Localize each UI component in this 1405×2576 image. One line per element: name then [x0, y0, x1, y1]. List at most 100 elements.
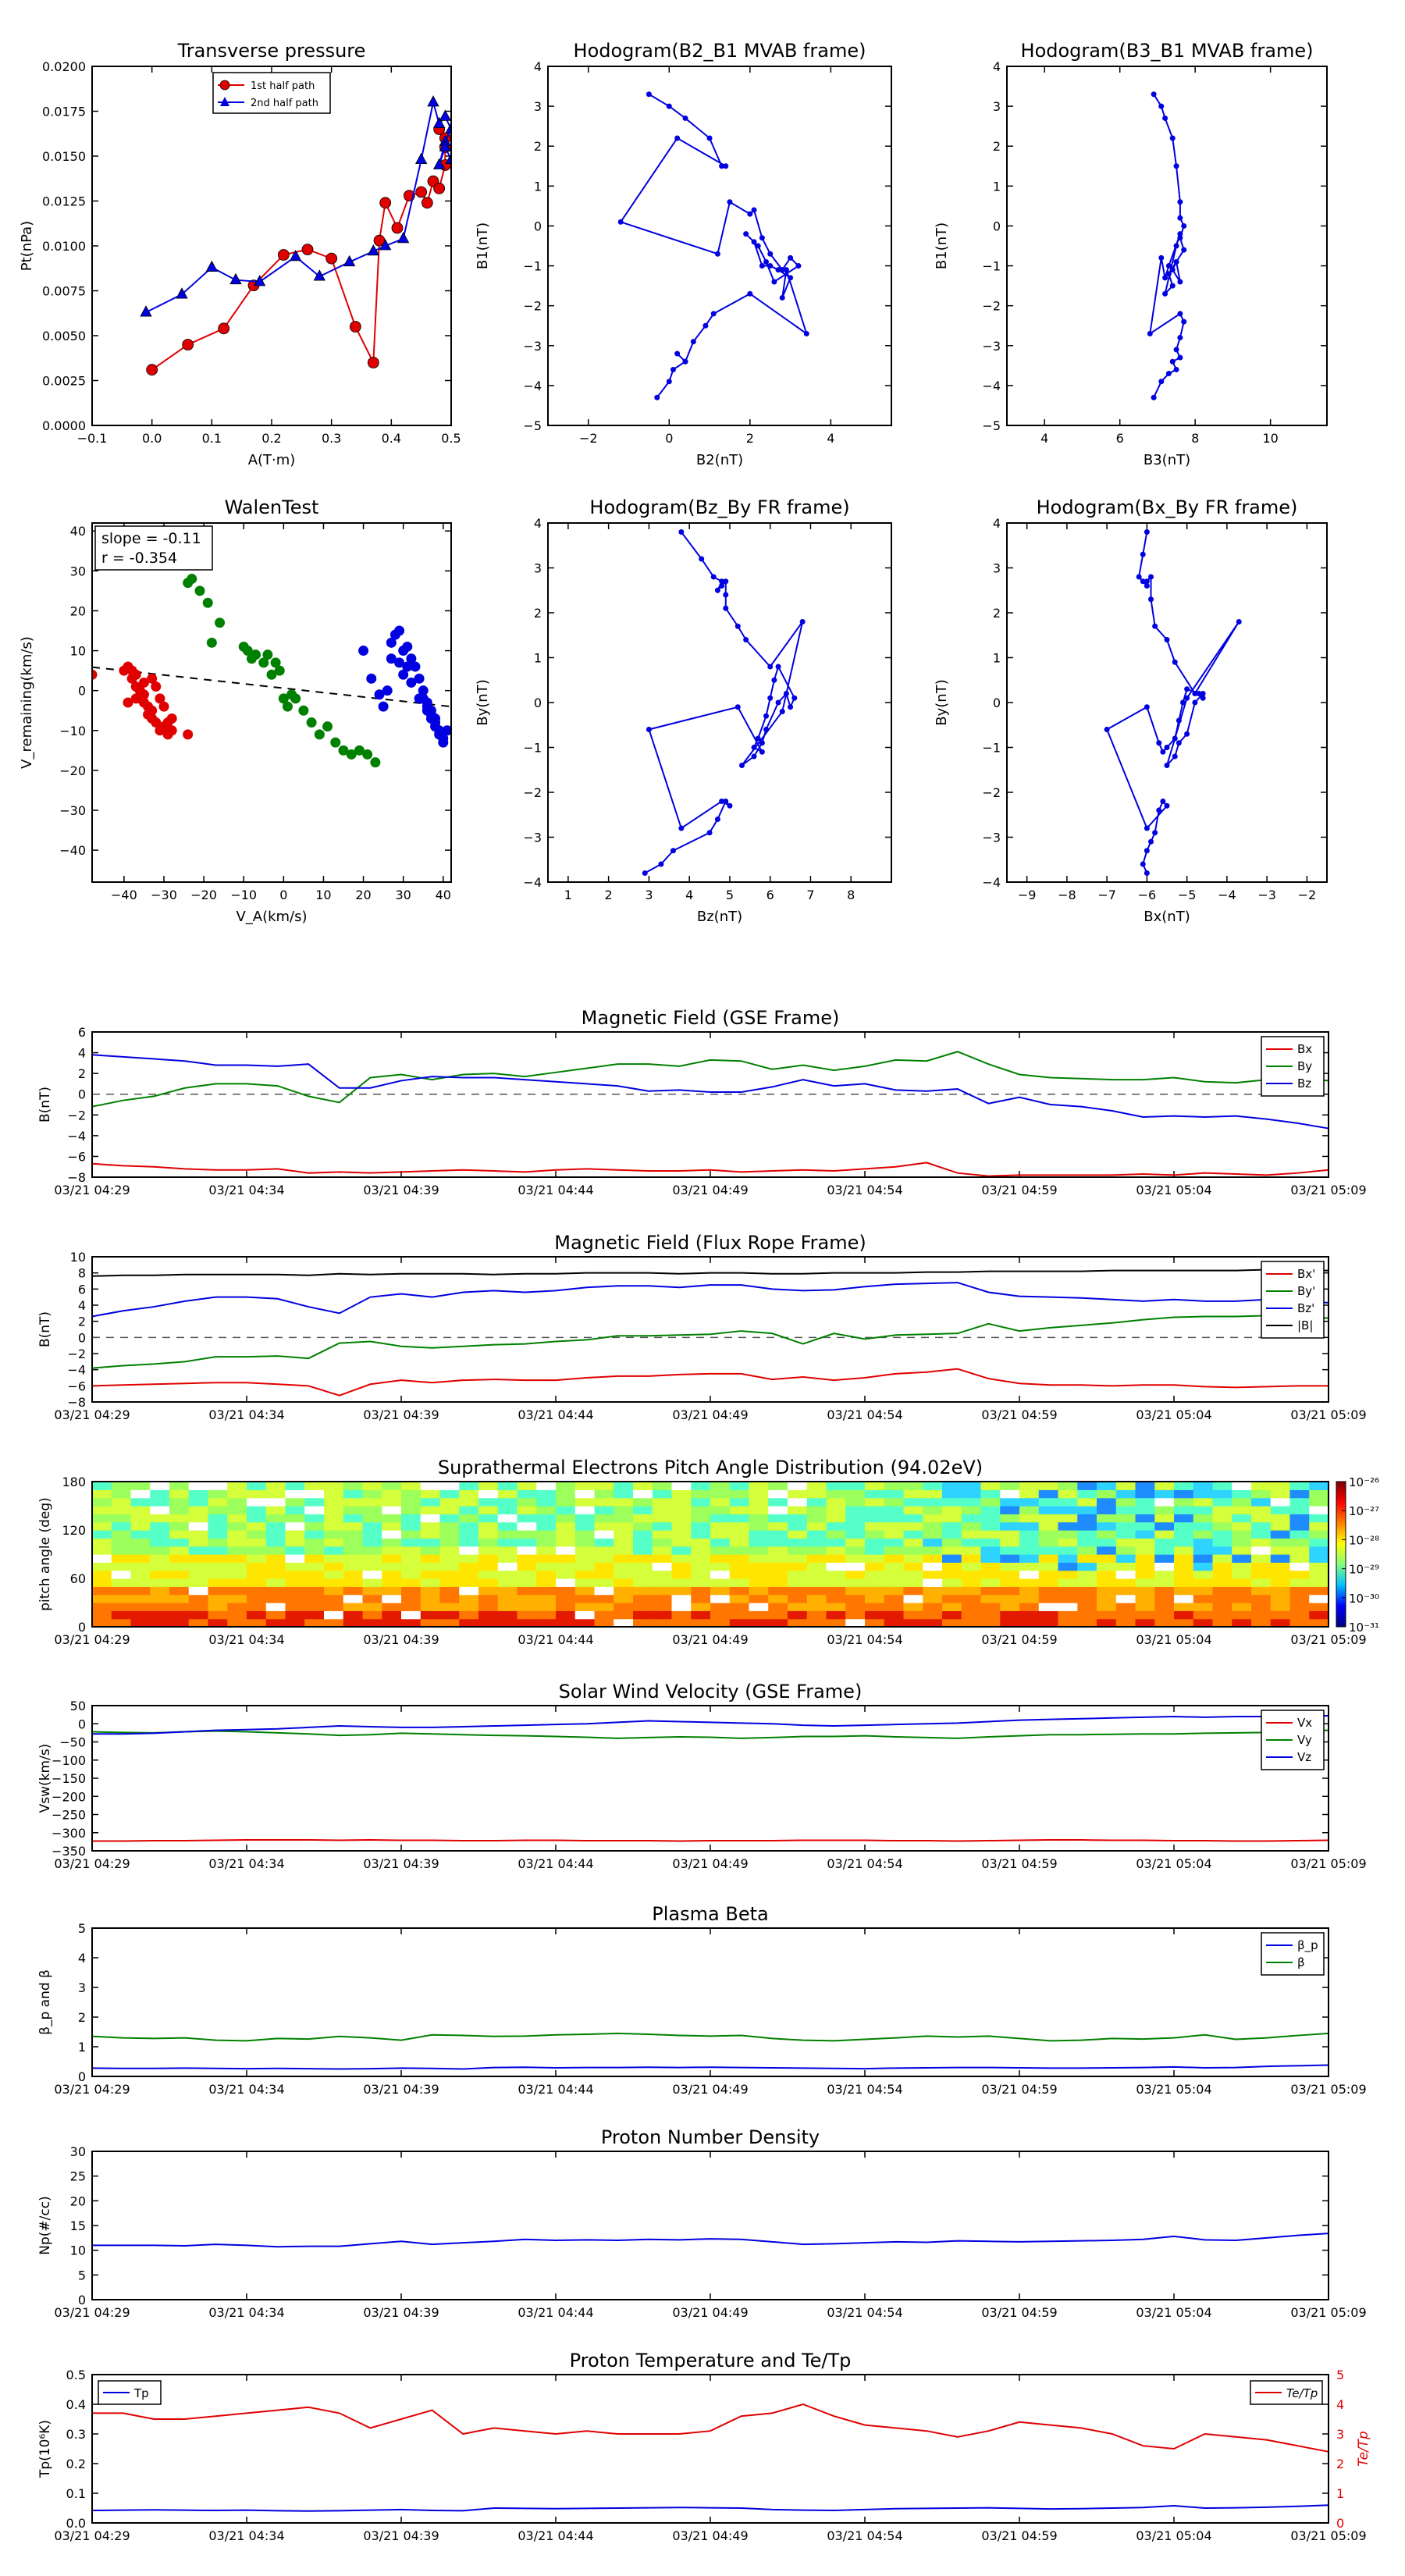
data-point — [1151, 91, 1157, 98]
heatmap-cell — [865, 1482, 885, 1490]
heatmap-cell — [208, 1497, 228, 1507]
heatmap-cell — [806, 1482, 827, 1490]
h4-ylabel: By(nT) — [934, 679, 950, 725]
heatmap-cell — [169, 1594, 190, 1603]
data-point — [719, 799, 725, 804]
heatmap-cell — [247, 1578, 267, 1587]
np-ylabel: Np(#/cc) — [37, 2196, 53, 2254]
data-point — [799, 619, 806, 624]
heatmap-cell — [536, 1554, 557, 1563]
heatmap-cell — [574, 1482, 596, 1490]
heatmap-cell — [806, 1521, 827, 1531]
heatmap-cell — [1115, 1618, 1136, 1628]
heatmap-cell — [247, 1570, 267, 1579]
heatmap-cell — [1038, 1497, 1059, 1507]
heatmap-cell — [710, 1554, 731, 1563]
y-tick-label-right: 5 — [1336, 2368, 1344, 2382]
data-point — [338, 745, 349, 756]
legend-label: By — [1297, 1059, 1312, 1073]
heatmap-cell — [788, 1482, 808, 1490]
heatmap-cell — [923, 1594, 943, 1603]
heatmap-cell — [247, 1497, 267, 1507]
heatmap-cell — [343, 1530, 364, 1539]
y-tick-label: 0 — [993, 219, 1001, 233]
heatmap-cell — [1193, 1482, 1214, 1490]
y-tick-label: −2 — [67, 1108, 86, 1123]
heatmap-cell — [188, 1570, 209, 1579]
data-point — [278, 693, 289, 704]
heatmap-cell — [923, 1514, 943, 1523]
heatmap-cell — [749, 1554, 769, 1563]
data-point — [1177, 199, 1183, 205]
heatmap-cell — [343, 1603, 364, 1611]
heatmap-cell — [1154, 1610, 1175, 1620]
pad-frame — [91, 1481, 1329, 1628]
heatmap-cell — [247, 1521, 267, 1531]
data-point — [1173, 163, 1179, 169]
heatmap-cell — [961, 1562, 982, 1571]
data-point — [358, 646, 369, 656]
heatmap-cell — [884, 1506, 905, 1514]
data-point — [779, 709, 785, 714]
heatmap-cell — [247, 1538, 267, 1547]
heatmap-cell — [1289, 1514, 1310, 1523]
x-tick-label: 03/21 04:29 — [54, 1183, 130, 1197]
y-tick-label: −2 — [523, 785, 542, 800]
heatmap-cell — [265, 1570, 286, 1579]
heatmap-cell — [691, 1489, 711, 1499]
heatmap-cell — [536, 1578, 557, 1587]
heatmap-cell — [633, 1570, 653, 1579]
heatmap-cell — [1000, 1570, 1020, 1579]
heatmap-cell — [1115, 1521, 1136, 1531]
heatmap-cell — [980, 1506, 1001, 1514]
heatmap-cell — [130, 1578, 151, 1587]
heatmap-cell — [1038, 1538, 1059, 1547]
heatmap-cell — [594, 1506, 614, 1514]
data-point — [1148, 838, 1154, 845]
heatmap-cell — [652, 1482, 673, 1490]
heatmap-cell — [1077, 1594, 1097, 1603]
heatmap-cell — [710, 1618, 731, 1628]
heatmap-cell — [169, 1482, 190, 1490]
heatmap-cell — [536, 1538, 557, 1547]
heatmap-cell — [304, 1489, 325, 1499]
heatmap-cell — [1000, 1514, 1020, 1523]
heatmap-cell — [362, 1514, 382, 1523]
legend-label: β_p — [1297, 1938, 1318, 1953]
heatmap-cell — [150, 1514, 170, 1523]
data-point — [743, 637, 749, 642]
heatmap-cell — [382, 1497, 402, 1507]
heatmap-cell — [420, 1578, 441, 1587]
heatmap-cell — [478, 1546, 499, 1555]
heatmap-cell — [208, 1594, 228, 1603]
heatmap-cell — [1097, 1530, 1117, 1539]
heatmap-cell — [382, 1514, 402, 1523]
heatmap-cell — [594, 1489, 614, 1499]
heatmap-cell — [188, 1618, 209, 1628]
data-point — [362, 749, 373, 760]
y-tick-label: 2 — [78, 1066, 86, 1081]
heatmap-cell — [1289, 1530, 1310, 1539]
heatmap-cell — [497, 1562, 518, 1571]
data-point — [1192, 691, 1198, 696]
heatmap-cell — [788, 1514, 808, 1523]
heatmap-cell — [227, 1570, 247, 1579]
x-tick-label: −7 — [1097, 888, 1116, 902]
heatmap-cell — [208, 1562, 228, 1571]
heatmap-cell — [285, 1610, 305, 1620]
heatmap-cell — [285, 1514, 305, 1523]
heatmap-cell — [265, 1554, 286, 1563]
x-tick-label: 6 — [767, 888, 774, 902]
data-point — [374, 689, 385, 700]
heatmap-cell — [1289, 1618, 1310, 1628]
heatmap-cell — [130, 1610, 151, 1620]
heatmap-cell — [749, 1538, 769, 1547]
beta-frame — [91, 1927, 1329, 2077]
heatmap-cell — [1309, 1521, 1329, 1531]
heatmap-cell — [92, 1530, 112, 1539]
heatmap-cell — [729, 1482, 750, 1490]
heatmap-cell — [382, 1546, 402, 1555]
heatmap-cell — [324, 1489, 344, 1499]
heatmap-cell — [517, 1586, 537, 1596]
legend-label: Bx — [1297, 1042, 1312, 1056]
